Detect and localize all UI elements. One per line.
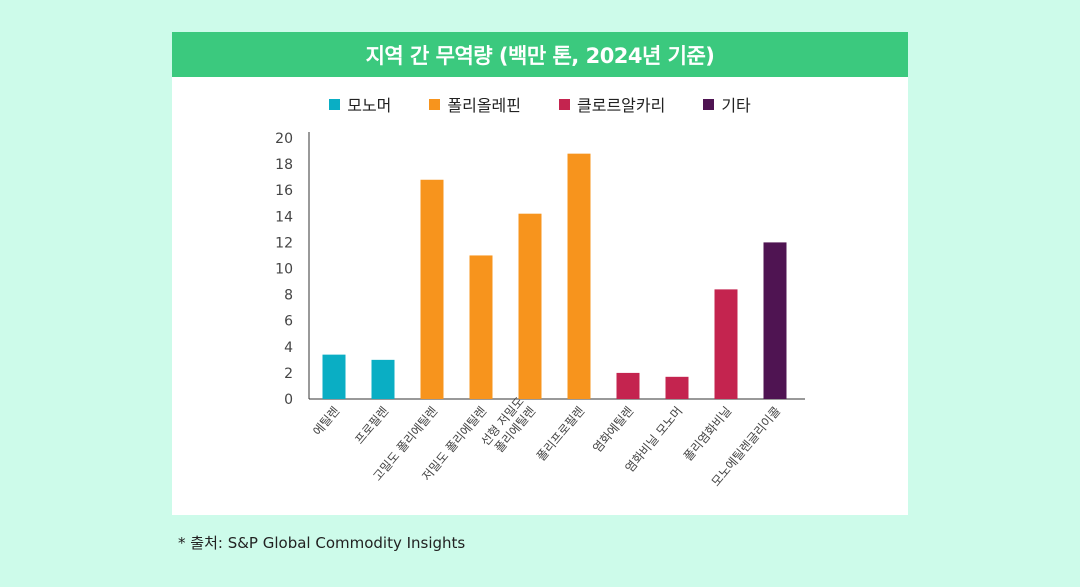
x-tick-label-line: 염화에틸렌 [590,404,636,455]
y-tick-label: 6 [284,314,293,330]
legend-label-monomer: 모노머 [347,96,392,115]
x-tick-label-line: 폴리프로필렌 [534,404,587,464]
bar [322,354,346,399]
y-tick-label: 8 [284,288,293,304]
source-note: * 출처: S&P Global Commodity Insights [178,534,466,552]
chart-title: 지역 간 무역량 (백만 톤, 2024년 기준) [365,43,715,68]
x-tick-label: 에틸렌 [310,404,342,438]
y-tick-label: 12 [275,235,293,251]
x-tick-label-line: 프로필렌 [352,404,391,447]
bar [665,376,689,399]
y-tick-label: 10 [275,262,293,278]
chart-card: 지역 간 무역량 (백만 톤, 2024년 기준) 모노머 폴리올레핀 클로르알… [172,32,908,515]
bar [469,255,493,399]
x-tick-label-line: 에틸렌 [310,404,342,438]
legend-item-chlor-alkali: 클로르알카리 [559,92,665,116]
bar [616,372,640,399]
x-tick-label: 폴리염화비닐 [681,404,734,464]
chart-title-bar: 지역 간 무역량 (백만 톤, 2024년 기준) [172,32,908,77]
y-tick-label: 2 [284,366,293,382]
x-tick-label: 프로필렌 [352,404,391,447]
y-tick-label: 14 [275,209,293,225]
bar [567,153,591,399]
bar [714,289,738,399]
legend-swatch-other [703,98,715,110]
legend-label-polyolefin: 폴리올레핀 [447,96,521,115]
x-tick-label: 폴리프로필렌 [534,404,587,464]
bar [371,359,395,399]
x-tick-label-line: 폴리염화비닐 [681,404,734,464]
legend-swatch-polyolefin [429,98,441,110]
chart-legend: 모노머 폴리올레핀 클로르알카리 기타 [172,92,908,116]
legend-swatch-chlor-alkali [559,98,570,110]
legend-item-polyolefin: 폴리올레핀 [429,92,521,116]
y-tick-label: 16 [275,183,293,199]
y-tick-label: 18 [275,157,293,173]
legend-item-monomer: 모노머 [329,92,391,116]
legend-label-other: 기타 [721,96,751,115]
legend-swatch-monomer [329,98,341,110]
bar [420,179,444,399]
y-tick-label: 0 [284,392,293,408]
y-tick-label: 4 [284,340,293,356]
x-tick-label: 염화에틸렌 [590,404,636,455]
bar [763,242,787,399]
y-tick-label: 20 [275,131,293,147]
bar [518,213,542,399]
legend-item-other: 기타 [703,92,751,116]
legend-label-chlor-alkali: 클로르알카리 [577,96,666,115]
